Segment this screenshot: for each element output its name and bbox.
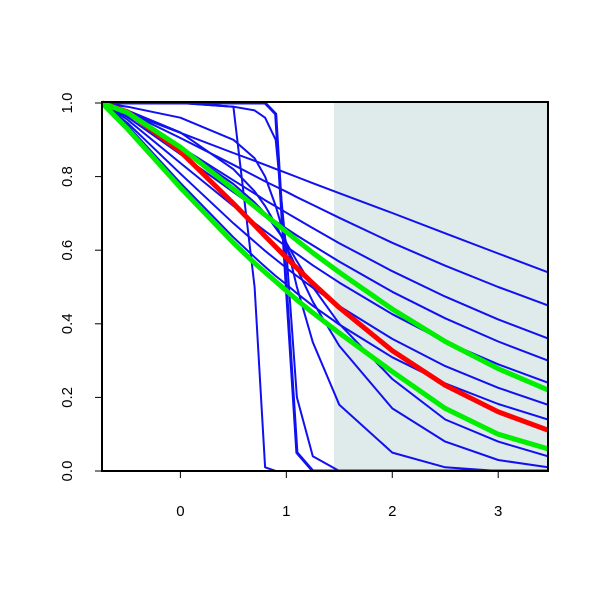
series-line bbox=[102, 100, 548, 393]
y-tick-label: 0.2 bbox=[59, 387, 76, 408]
series-line bbox=[102, 102, 548, 469]
series-line bbox=[102, 102, 548, 307]
y-tick-label: 1.0 bbox=[59, 93, 76, 114]
y-tick-label: 0.0 bbox=[59, 461, 76, 482]
y-tick-label: 0.8 bbox=[59, 166, 76, 187]
series-line bbox=[102, 102, 548, 340]
shaded-region bbox=[334, 103, 548, 471]
series-line bbox=[102, 102, 548, 274]
x-tick-label: 0 bbox=[176, 503, 184, 520]
x-tick-label: 3 bbox=[494, 503, 502, 520]
x-tick-label: 2 bbox=[388, 503, 396, 520]
series-line bbox=[102, 101, 548, 452]
series-line bbox=[102, 100, 548, 433]
series-line bbox=[102, 102, 548, 471]
plot-frame bbox=[101, 101, 549, 472]
y-tick-label: 0.6 bbox=[59, 240, 76, 261]
x-tick-label: 1 bbox=[282, 503, 290, 520]
y-tick-label: 0.4 bbox=[59, 313, 76, 334]
